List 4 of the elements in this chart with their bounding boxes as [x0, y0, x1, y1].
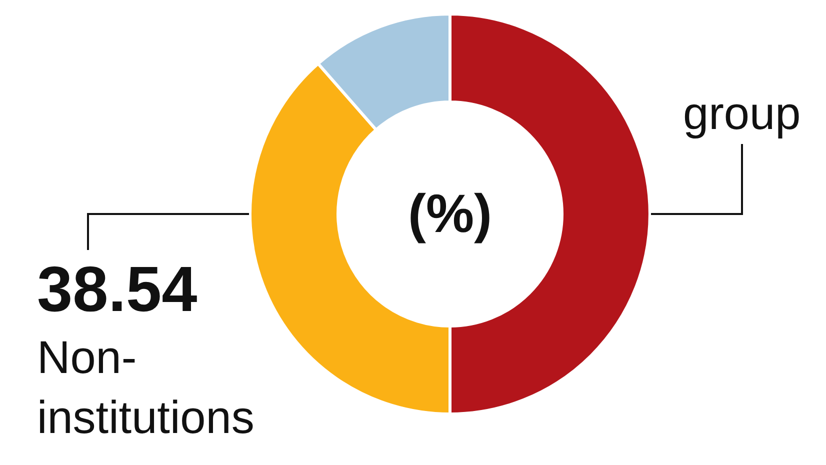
- text: (%): [408, 184, 492, 244]
- data-label: 38.54: [37, 253, 198, 325]
- slice-label: Non-institutions: [37, 331, 254, 443]
- slice-label: group: [683, 87, 801, 139]
